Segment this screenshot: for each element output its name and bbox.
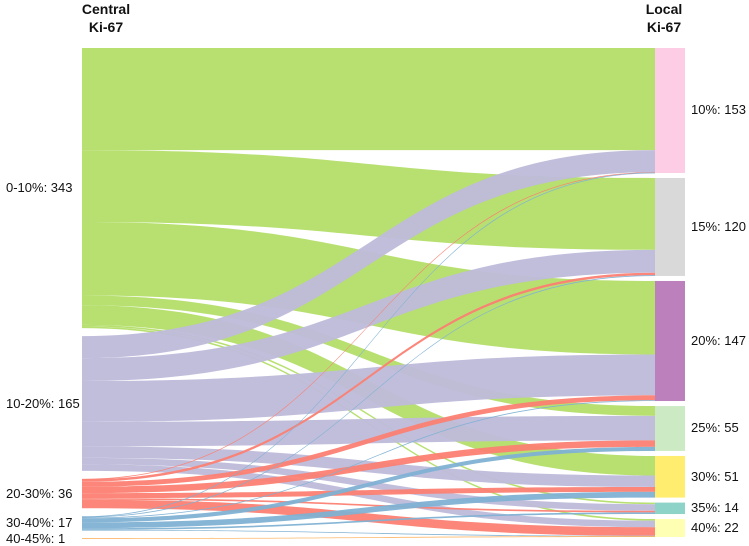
flow-link (82, 172, 655, 518)
flow-link (82, 486, 655, 499)
flow-link (82, 491, 655, 529)
local-header-line1: Local (645, 1, 683, 17)
sankey-links (82, 48, 655, 539)
flow-link (82, 48, 655, 151)
flow-link (82, 440, 655, 494)
flow-link (82, 272, 655, 482)
source-node-label: 0-10%: 343 (6, 180, 73, 196)
target-node (655, 502, 685, 515)
central-header-line2: Ki-67 (88, 19, 124, 35)
flow-link (82, 464, 655, 528)
central-ki67-header: Central Ki-67 (74, 0, 138, 36)
target-node-label: 35%: 14 (691, 500, 739, 516)
flow-link (82, 249, 655, 382)
target-node-label: 30%: 51 (691, 468, 739, 484)
flow-link (82, 221, 655, 355)
target-node-label: 10%: 153 (691, 102, 746, 118)
local-header-line2: Ki-67 (646, 19, 682, 35)
flow-link (82, 275, 655, 518)
central-header-line1: Central (81, 1, 131, 17)
source-node-label: 10-20%: 165 (6, 395, 80, 411)
source-node-label: 40-45%: 1 (6, 530, 66, 546)
flow-link (82, 499, 655, 536)
target-node-label: 25%: 55 (691, 420, 739, 436)
target-node (655, 455, 685, 498)
target-node-label: 40%: 22 (691, 520, 739, 536)
local-ki67-header: Local Ki-67 (634, 0, 694, 36)
flow-link (82, 536, 655, 539)
flow-link (82, 295, 655, 416)
flow-link (82, 446, 655, 523)
flow-link (82, 150, 655, 359)
source-node-label: 30-40%: 17 (6, 515, 73, 531)
flow-link (82, 529, 655, 537)
flow-link (82, 498, 655, 513)
flow-link (82, 395, 655, 487)
target-node-label: 20%: 147 (691, 332, 746, 348)
flow-link (82, 172, 655, 480)
target-node (655, 280, 685, 402)
flow-link (82, 512, 655, 530)
target-node (655, 519, 685, 537)
flow-link (82, 324, 655, 505)
target-node (655, 48, 685, 173)
target-node (655, 177, 685, 276)
target-node-label: 15%: 120 (691, 218, 746, 234)
flow-link (82, 415, 655, 447)
sankey-nodes (655, 48, 685, 537)
source-node-label: 20-30%: 36 (6, 485, 73, 501)
target-node (655, 406, 685, 451)
flow-link (82, 354, 655, 422)
flow-link (82, 400, 655, 519)
